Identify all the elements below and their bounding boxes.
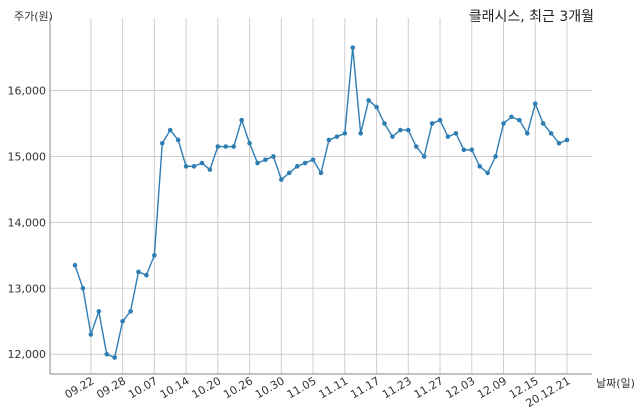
data-point (247, 140, 252, 146)
data-point (152, 253, 157, 258)
data-point (461, 147, 467, 153)
chart-title: 클래시스, 최근 3개월 (468, 9, 594, 25)
data-point (286, 170, 292, 176)
x-tick-label: 10.20 (190, 374, 224, 401)
y-tick-label: 12,000 (8, 348, 47, 361)
data-point (159, 140, 165, 146)
data-point (215, 144, 221, 149)
data-point (255, 160, 260, 166)
data-point (421, 154, 427, 159)
data-point (342, 131, 348, 136)
data-point (358, 131, 363, 136)
data-point (390, 134, 395, 139)
data-point (231, 144, 237, 149)
data-point (334, 134, 340, 139)
x-axis-label: 날짜(일) (596, 377, 635, 390)
data-point (310, 157, 316, 163)
data-point (88, 332, 94, 337)
data-point (532, 101, 538, 107)
data-point (279, 177, 284, 182)
series-line (74, 47, 568, 359)
data-point (374, 104, 379, 110)
data-point (493, 154, 498, 159)
data-point (183, 164, 189, 169)
data-point (302, 160, 308, 166)
data-point (199, 160, 205, 166)
x-tick-label: 10.30 (253, 374, 287, 401)
x-tick-label: 12.03 (443, 374, 477, 401)
data-point (366, 98, 371, 103)
data-point (405, 127, 411, 133)
x-tick-label: 10.26 (221, 374, 255, 401)
data-point (144, 272, 149, 278)
data-point (191, 164, 197, 169)
data-point (556, 140, 562, 146)
data-point (429, 121, 435, 126)
data-point (326, 137, 332, 143)
data-point (207, 167, 213, 172)
y-axis-label: 주가(원) (14, 10, 53, 23)
x-tick-label: 09.28 (94, 374, 128, 401)
data-point (80, 285, 86, 291)
data-point (509, 114, 514, 120)
data-point (453, 131, 459, 136)
data-point (239, 117, 244, 123)
data-point (517, 117, 522, 123)
data-point (271, 154, 276, 159)
data-point (564, 137, 570, 143)
data-point (72, 262, 78, 268)
data-point (413, 144, 419, 149)
data-point (437, 117, 443, 123)
y-tick-label: 16,000 (8, 85, 47, 98)
data-point (96, 309, 102, 314)
x-tick-label: 11.17 (348, 374, 382, 401)
data-point (128, 309, 133, 314)
data-point (136, 269, 141, 275)
x-tick-label: 11.23 (380, 374, 414, 401)
data-point (350, 45, 356, 50)
data-point (445, 134, 451, 139)
data-point (469, 147, 475, 153)
data-point (112, 355, 117, 360)
data-point (501, 121, 506, 126)
y-tick-label: 15,000 (8, 150, 47, 163)
data-point (167, 127, 173, 133)
y-tick-label: 14,000 (8, 216, 47, 229)
x-tick-label: 11.11 (317, 374, 351, 401)
data-point (120, 318, 125, 324)
data-point (477, 164, 483, 169)
x-tick-label: 09.22 (63, 374, 97, 401)
data-point (294, 164, 300, 169)
data-point (175, 137, 181, 143)
data-point (398, 127, 403, 133)
y-tick-label: 13,000 (8, 282, 47, 295)
x-tick-label: 12.09 (475, 374, 509, 401)
x-tick-label: 11.05 (285, 374, 319, 401)
data-point (382, 121, 387, 126)
data-point (263, 157, 268, 163)
x-tick-label: 10.07 (126, 374, 160, 401)
x-tick-label: 11.27 (412, 374, 446, 401)
data-point (485, 170, 490, 176)
data-point (104, 351, 110, 357)
x-tick-label: 10.14 (158, 374, 192, 401)
data-point (525, 131, 530, 136)
data-point (223, 144, 229, 149)
data-point (540, 121, 546, 126)
data-point (548, 131, 554, 136)
data-point (318, 170, 324, 176)
